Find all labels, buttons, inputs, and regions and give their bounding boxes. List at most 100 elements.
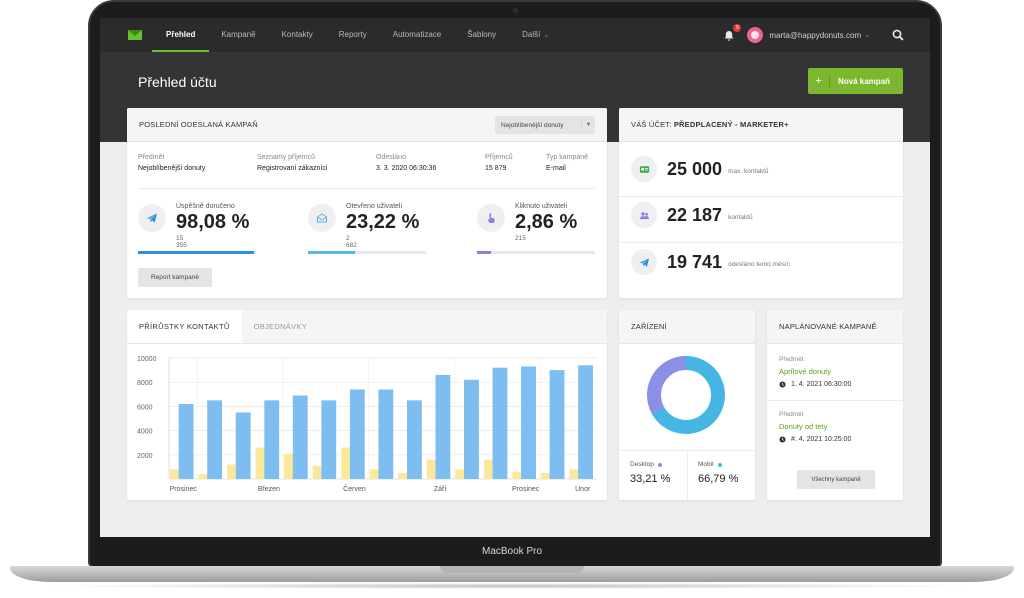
account-title-prefix: VÁŠ ÚČET:: [631, 120, 672, 129]
bar-yellow: [569, 469, 585, 479]
y-tick-label: 4000: [137, 429, 153, 436]
bar-yellow: [512, 471, 528, 479]
last-campaign-card: POSLEDNÍ ODESLANÁ KAMPAŇ Nejoblíbenější …: [127, 108, 607, 298]
bar-blue: [578, 365, 594, 479]
bar-blue: [492, 367, 508, 479]
stat-count: 215: [515, 235, 526, 242]
app-screen: Přehled Kampaně Kontakty Reporty Automat…: [100, 18, 930, 537]
bell-icon: [725, 31, 734, 41]
chevron-down-icon[interactable]: ⌄: [864, 32, 870, 39]
notification-bell[interactable]: 9: [723, 24, 742, 41]
device-mobile: Mobil 66,79 %: [698, 461, 738, 485]
tab-contact-growth[interactable]: PŘÍRŮSTKY KONTAKTŮ: [127, 310, 242, 343]
bar-blue: [378, 389, 394, 479]
meta-type: Typ kampaně E-mail: [546, 154, 588, 172]
account-row-contacts: 22 187 kontaktů: [631, 202, 753, 228]
account-unit: max. kontaktů: [728, 168, 769, 175]
bar-blue: [235, 412, 251, 479]
campaign-report-button[interactable]: Report kampaně: [138, 268, 212, 287]
laptop-base: [10, 566, 1014, 582]
users-icon: [639, 211, 649, 219]
nav-item-templates[interactable]: Šablony: [467, 30, 497, 39]
stat-icon-circle: [477, 204, 505, 232]
scheduled-name[interactable]: Aprílové donuty: [779, 367, 832, 376]
account-row-sent: 19 741 odesláno tento měsíc: [631, 249, 790, 275]
search-icon[interactable]: [892, 29, 904, 41]
camera-icon: [513, 8, 518, 13]
nav-item-campaigns[interactable]: Kampaně: [221, 30, 256, 39]
scheduled-name[interactable]: Donuty od tety: [779, 422, 828, 431]
devices-donut-chart: [647, 356, 725, 434]
legend-dot: [717, 462, 722, 467]
device-label: MacBook Pro: [481, 546, 543, 557]
avatar[interactable]: [747, 27, 764, 43]
y-tick-label: 10000: [137, 356, 157, 363]
nav-item-more[interactable]: Další ⌄: [522, 18, 549, 52]
scheduled-item: Předmět Aprílové donuty 1. 4. 2021 06:30…: [779, 356, 851, 388]
account-value: 19 741: [667, 251, 723, 272]
user-email[interactable]: marta@happydonuts.com: [769, 30, 862, 40]
nav-item-automation[interactable]: Automatizace: [392, 30, 442, 39]
bar-blue: [207, 400, 223, 479]
clock-icon: [779, 381, 786, 388]
nav-item-overview[interactable]: Přehled: [151, 18, 210, 52]
notification-badge: 9: [733, 24, 742, 32]
chevron-down-icon: ⌄: [543, 32, 550, 39]
clock-icon: [779, 436, 786, 443]
acc-icon-circle: [631, 249, 657, 275]
campaign-select-value: Nejoblíbenější donuty: [501, 121, 564, 129]
stat-value: 23,22 %: [346, 211, 420, 233]
bar-yellow: [198, 474, 214, 479]
x-tick-label: Prosinec: [512, 486, 540, 493]
contacts-growth-chart: 2000 4000 6000 8000 10000 Prosinec Březen Červe…: [137, 356, 597, 493]
bar-blue: [464, 379, 479, 479]
stat-count: 15 355: [176, 235, 187, 249]
device-value: 33,21 %: [630, 473, 671, 485]
donut-slice: [647, 356, 725, 434]
progress-delivered: [138, 251, 256, 254]
scheduled-date-row: 1. 4. 2021 06:30:00: [779, 381, 851, 388]
account-value: 22 187: [667, 204, 723, 225]
bar-yellow: [398, 472, 414, 479]
stat-label: Úspěšně doručeno: [176, 203, 235, 210]
page-title: Přehled účtu: [138, 74, 217, 90]
acc-icon-circle: [631, 156, 657, 182]
x-tick-label: Únor: [575, 484, 591, 493]
nav-user-area: 9 marta@happydonuts.com ⌄: [723, 18, 904, 52]
new-campaign-button[interactable]: + Nová kampaň: [808, 68, 903, 94]
y-tick-label: 2000: [137, 453, 153, 460]
bar-yellow: [540, 472, 556, 479]
nav-item-more-label: Další: [522, 30, 541, 39]
stat-count: 2 682: [346, 235, 357, 249]
account-card: VÁŠ ÚČET: PŘEDPLACENÝ - MARKETER+ 25 000…: [619, 108, 903, 298]
bar-blue: [521, 366, 536, 479]
meta-subject: Předmět Nejoblíbenější donuty: [138, 154, 205, 172]
pointer-hand-icon: [487, 213, 495, 223]
account-row-max-contacts: 25 000 max. kontaktů: [631, 156, 769, 182]
nav-item-contacts[interactable]: Kontakty: [281, 30, 313, 39]
stat-icon-circle: [308, 204, 336, 232]
meta-label: Seznamy příjemců: [257, 154, 315, 161]
paper-plane-icon: [639, 257, 649, 267]
stat-icon-circle: [138, 204, 166, 232]
all-campaigns-button[interactable]: Všechny kampaně: [797, 470, 875, 489]
account-plan: PŘEDPLACENÝ - MARKETER+: [673, 120, 789, 129]
meta-label: Typ kampaně: [546, 154, 589, 161]
meta-value: Nejoblíbenější donuty: [138, 165, 206, 172]
scheduled-date: #. 4. 2021 10:25:00: [791, 436, 852, 443]
logo-envelope-icon[interactable]: [128, 30, 142, 40]
tab-orders[interactable]: OBJEDNÁVKY: [253, 322, 307, 331]
stat-label: Kliknuto uživateli: [515, 203, 568, 210]
nav-item-reports[interactable]: Reporty: [338, 30, 367, 39]
bar-blue: [178, 403, 194, 479]
meta-value: 3. 3. 2020 06:30:36: [376, 165, 437, 172]
scheduled-date-row: #. 4. 2021 10:25:00: [779, 436, 851, 443]
campaign-select[interactable]: Nejoblíbenější donuty ▼: [495, 116, 595, 134]
open-envelope-icon: [317, 213, 327, 223]
stat-label: Otevřeno uživateli: [346, 203, 403, 210]
progress-fill: [138, 251, 254, 254]
scheduled-date: 1. 4. 2021 06:30:00: [791, 381, 852, 388]
x-tick-label: Září: [434, 486, 447, 493]
meta-label: Předmět: [138, 154, 165, 161]
laptop-shadow: [40, 583, 984, 589]
